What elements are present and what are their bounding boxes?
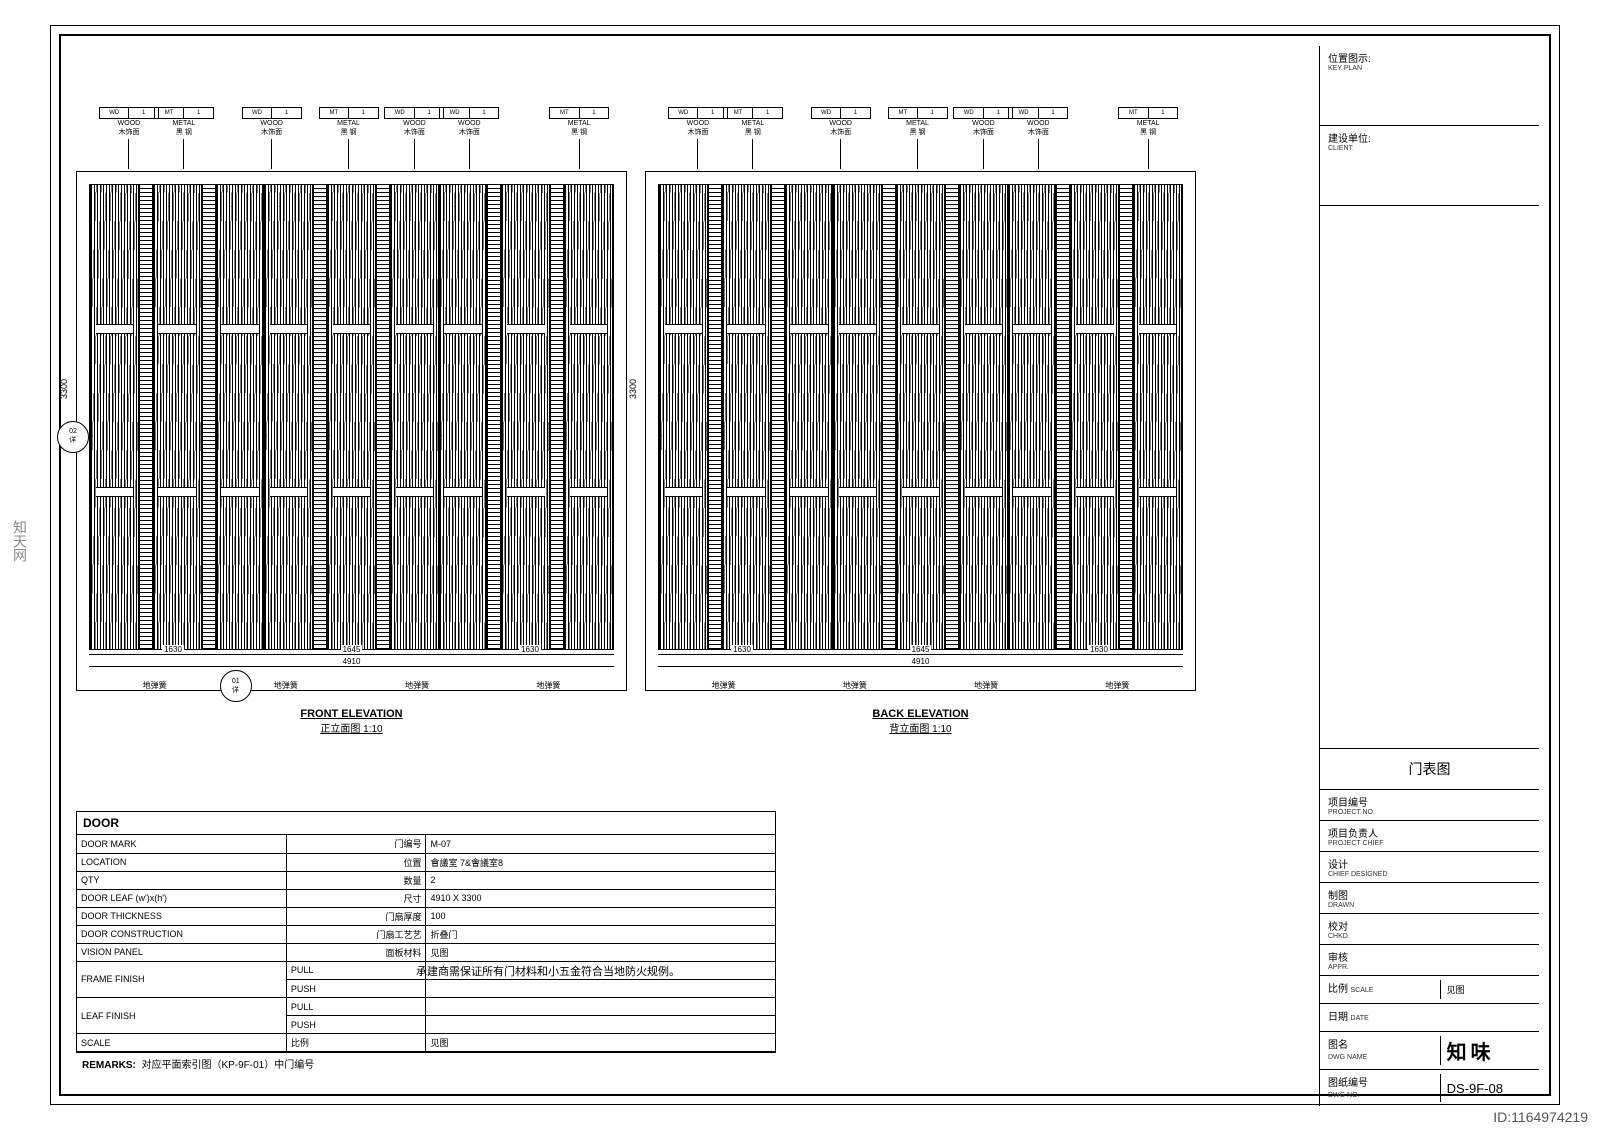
tb-appr: 审核 APPR. [1320,945,1539,976]
front-elevation: WD1WOOD木饰面 MT1METAL黑 钢 WD1WOOD木饰面 MT1MET… [76,171,627,691]
tb-designed: 设计 CHIEF DESIGNED [1320,852,1539,883]
height-dim: 3300 [59,379,69,399]
tb-scale: 比例 SCALE 见图 [1320,976,1539,1004]
back-elev-title: BACK ELEVATION 背立面图 1:10 [646,708,1195,735]
title-block: 位置图示: KEY PLAN 建设单位: CLIENT 门表图 项目编号 PRO… [1319,46,1539,1106]
remarks-row: REMARKS: 对应平面索引图（KP-9F-01）中门编号 [76,1051,776,1075]
back-elev-body [658,184,1183,650]
door-table-header: DOOR [77,812,775,835]
footer-id: ID:1164974219 [1493,1109,1588,1125]
side-watermark [0,0,40,1131]
tb-keyplan: 位置图示: KEY PLAN [1320,46,1539,126]
tb-sheet-title: 门表图 [1320,749,1539,790]
section-symbol: 02详 [57,421,89,453]
back-dims: 1630 1645 1630 4910 地弹簧 地弹簧 地弹簧 地弹簧 [658,654,1183,688]
elevations-row: WD1WOOD木饰面 MT1METAL黑 钢 WD1WOOD木饰面 MT1MET… [76,171,1196,691]
watermark-logo: 知天网 [10,520,30,562]
tb-dwg-no: 图纸编号DWG NO. DS-9F-08 [1320,1070,1539,1106]
drawing-area: WD1WOOD木饰面 MT1METAL黑 钢 WD1WOOD木饰面 MT1MET… [76,51,1196,1101]
tb-project-no: 项目编号 PROJECT NO. [1320,790,1539,821]
material-callouts-back: WD1WOOD木饰面 MT1METAL黑 钢 WD1WOOD木饰面 MT1MET… [646,107,1195,167]
tb-client: 建设单位: CLIENT [1320,126,1539,206]
door-table: DOOR DOOR MARK门编号M-07LOCATION位置會議室 7&會議室… [76,811,776,1053]
tb-date: 日期 DATE [1320,1004,1539,1032]
height-dim-back: 3300 [628,379,638,399]
back-elevation: WD1WOOD木饰面 MT1METAL黑 钢 WD1WOOD木饰面 MT1MET… [645,171,1196,691]
sheet-inner: WD1WOOD木饰面 MT1METAL黑 钢 WD1WOOD木饰面 MT1MET… [59,34,1551,1096]
tb-checked: 校对 CHKD. [1320,914,1539,945]
contractor-note: 承建商需保证所有门材料和小五金符合当地防火规例。 [416,963,680,979]
front-elev-title: FRONT ELEVATION 正立面图 1:10 [77,708,626,735]
tb-dwg-name: 图名DWG NAME 知味 [1320,1032,1539,1070]
tb-project-chief: 项目负责人 PROJECT CHIEF [1320,821,1539,852]
tb-drawn: 制图 DRAWN [1320,883,1539,914]
front-dims: 1630 1645 1630 4910 地弹簧 地弹簧 地弹簧 地弹簧 [89,654,614,688]
material-callouts-front: WD1WOOD木饰面 MT1METAL黑 钢 WD1WOOD木饰面 MT1MET… [77,107,626,167]
sheet-outer: WD1WOOD木饰面 MT1METAL黑 钢 WD1WOOD木饰面 MT1MET… [50,25,1560,1105]
front-elev-body [89,184,614,650]
